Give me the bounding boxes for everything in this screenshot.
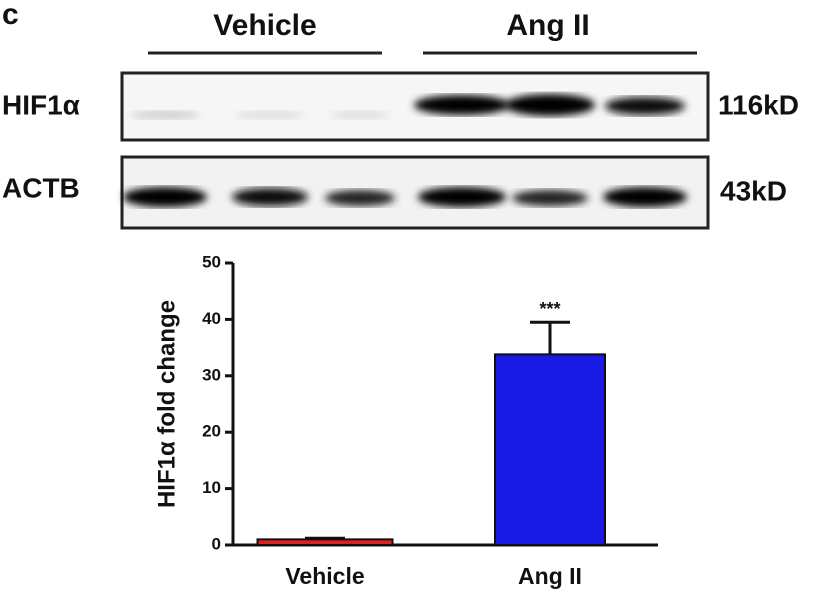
band [325,190,395,206]
group-label: Ang II [506,9,589,42]
band [130,111,200,119]
blot-hif1a [120,71,710,142]
band [605,97,685,115]
band [512,190,588,206]
bar [256,538,394,546]
size-label: 116kD [718,89,799,120]
y-tick-label: 10 [202,478,221,497]
y-tick-label: 30 [202,365,221,384]
group-label: Vehicle [213,9,316,42]
y-tick-label: 40 [202,309,221,328]
bar-chart: 0 10 20 30 40 50 Vehicle Ang II *** [202,252,658,589]
annotation: *** [539,299,560,319]
x-tick-label: Ang II [518,563,582,589]
error-bar [305,536,345,540]
row-label: HIF1α [2,89,80,120]
row-label: ACTB [2,172,80,203]
band [123,187,207,207]
band [330,111,390,119]
band [418,187,506,207]
bar [494,353,606,547]
x-tick-label: Vehicle [285,563,364,589]
blot-actb [120,155,710,230]
size-label: 43kD [720,175,787,206]
band [232,188,308,206]
band [414,95,510,115]
y-axis-title: HIF1α fold change [153,300,180,508]
band [235,111,305,119]
band [603,187,687,207]
band [505,94,595,116]
y-tick-label: 20 [202,422,221,441]
y-tick-label: 50 [202,252,221,271]
y-tick-label: 0 [212,534,221,553]
panel-label: c [2,0,19,31]
error-bar [530,320,570,355]
